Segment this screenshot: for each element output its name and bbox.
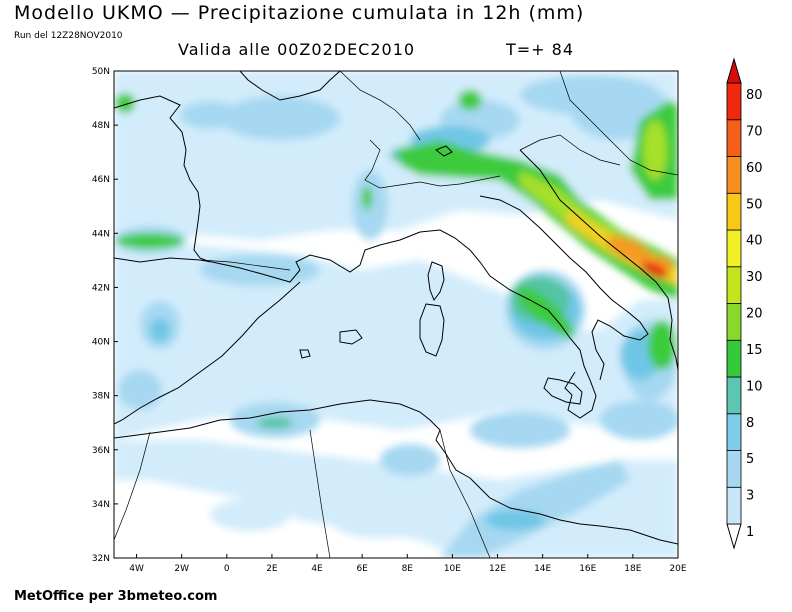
y-tick-label: 48N (92, 121, 110, 131)
valid-time: Valida alle 00Z02DEC2010 (178, 40, 416, 59)
country-borders (114, 71, 678, 558)
colorbar-label: 5 (746, 452, 754, 467)
x-tick-label: 16E (579, 564, 596, 574)
x-tick-label: 0 (224, 564, 230, 574)
colorbar-swatch (726, 266, 742, 304)
y-tick-label: 44N (92, 229, 110, 239)
y-axis: 50N 48N 46N 44N 42N 40N 38N 36N 34N 32N (92, 67, 118, 564)
colorbar-label: 50 (746, 197, 763, 212)
precip-60-80mm (642, 261, 668, 279)
y-tick-label: 46N (92, 175, 110, 185)
x-tick-label: 18E (624, 564, 641, 574)
colorbar-label: 15 (746, 343, 763, 358)
colorbar-label: 40 (746, 234, 763, 249)
colorbar-swatch (726, 450, 742, 488)
colorbar-label: 8 (746, 416, 754, 431)
colorbar-label: 20 (746, 307, 763, 322)
x-tick-label: 20E (669, 564, 686, 574)
y-tick-label: 42N (92, 283, 110, 293)
y-tick-label: 50N (92, 67, 110, 77)
y-tick-label: 38N (92, 392, 110, 402)
x-tick-label: 4W (129, 564, 144, 574)
colorbar-max-arrow (726, 57, 742, 84)
x-tick-label: 8E (402, 564, 414, 574)
x-tick-label: 12E (489, 564, 506, 574)
y-tick-label: 36N (92, 446, 110, 456)
y-tick-label: 32N (92, 554, 110, 564)
colorbar-label: 70 (746, 124, 763, 139)
colorbar-swatch (726, 413, 742, 451)
x-tick-label: 10E (444, 564, 461, 574)
colorbar-label: 3 (746, 489, 754, 504)
coastlines (114, 71, 678, 545)
colorbar-swatch (726, 376, 742, 415)
colorbar-swatch (726, 229, 742, 268)
x-axis: 4W 2W 0 2E 4E 6E 8E 10E 12E 14E 16E 18E 20E (129, 554, 687, 574)
colorbar-swatch (726, 486, 742, 525)
colorbar-label: 30 (746, 270, 763, 285)
colorbar: 80 70 60 50 40 30 20 15 10 8 5 3 1 (726, 57, 763, 550)
colorbar-swatch (726, 303, 742, 341)
run-label: Run del 12Z28NOV2010 (14, 31, 123, 41)
precipitation-field (114, 71, 678, 558)
x-tick-label: 14E (534, 564, 551, 574)
colorbar-swatch (726, 119, 742, 157)
colorbar-swatch (726, 156, 742, 194)
colorbar-label: 80 (746, 88, 763, 103)
x-tick-label: 6E (356, 564, 368, 574)
colorbar-swatch (726, 192, 742, 231)
credit-text: MetOffice per 3bmeteo.com (14, 589, 218, 604)
colorbar-swatch (726, 339, 742, 378)
forecast-step: T=+ 84 (506, 40, 575, 59)
y-tick-label: 40N (92, 338, 110, 348)
x-tick-label: 4E (311, 564, 323, 574)
colorbar-min-arrow (726, 523, 742, 550)
colorbar-label: 60 (746, 161, 763, 176)
map-title: Modello UKMO — Precipitazione cumulata i… (14, 2, 585, 24)
map-frame (113, 70, 679, 559)
colorbar-swatch (726, 82, 742, 121)
colorbar-label: 10 (746, 379, 763, 394)
x-tick-label: 2E (266, 564, 278, 574)
y-tick-label: 34N (92, 500, 110, 510)
x-tick-label: 2W (174, 564, 189, 574)
colorbar-label: 1 (746, 525, 754, 540)
